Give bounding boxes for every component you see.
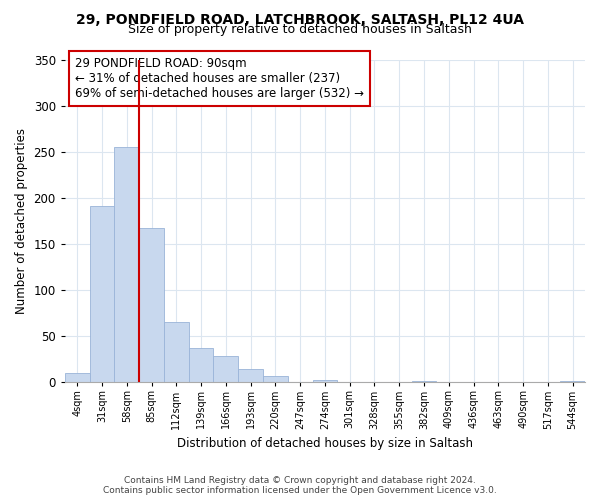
Bar xyxy=(560,380,585,382)
Bar xyxy=(412,380,436,382)
Bar xyxy=(263,376,288,382)
Text: 29, PONDFIELD ROAD, LATCHBROOK, SALTASH, PL12 4UA: 29, PONDFIELD ROAD, LATCHBROOK, SALTASH,… xyxy=(76,12,524,26)
Bar xyxy=(115,148,139,382)
Text: Contains HM Land Registry data © Crown copyright and database right 2024.
Contai: Contains HM Land Registry data © Crown c… xyxy=(103,476,497,495)
Bar xyxy=(188,348,214,382)
Bar xyxy=(65,373,89,382)
Y-axis label: Number of detached properties: Number of detached properties xyxy=(15,128,28,314)
Bar xyxy=(89,206,115,382)
Bar xyxy=(313,380,337,382)
Text: Size of property relative to detached houses in Saltash: Size of property relative to detached ho… xyxy=(128,24,472,36)
Bar xyxy=(139,228,164,382)
Bar xyxy=(214,356,238,382)
X-axis label: Distribution of detached houses by size in Saltash: Distribution of detached houses by size … xyxy=(177,437,473,450)
Text: 29 PONDFIELD ROAD: 90sqm
← 31% of detached houses are smaller (237)
69% of semi-: 29 PONDFIELD ROAD: 90sqm ← 31% of detach… xyxy=(75,57,364,100)
Bar xyxy=(164,322,188,382)
Bar xyxy=(238,370,263,382)
